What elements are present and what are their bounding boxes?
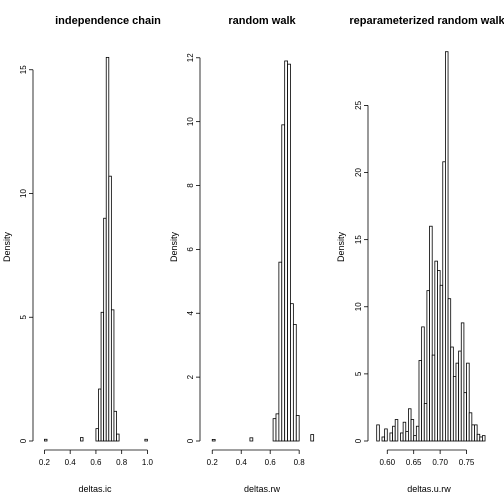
y-tick-label: 25	[354, 100, 363, 109]
histogram-bar	[445, 51, 449, 442]
x-tick-label: 1.0	[142, 458, 154, 467]
histogram-bar	[452, 376, 457, 442]
histogram-bar	[460, 322, 465, 442]
x-axis-label: deltas.u.rw	[407, 484, 451, 494]
histogram-bar	[284, 60, 288, 442]
histogram-bar	[415, 425, 420, 442]
histogram-bar	[466, 362, 470, 442]
histogram-bar	[434, 260, 438, 442]
y-tick-label: 2	[186, 374, 195, 379]
x-axis: 0.60 0.65 0.70 0.75	[379, 449, 475, 467]
y-tick-label: 12	[186, 53, 195, 62]
x-tick-label: 0.75	[459, 458, 475, 467]
y-tick-label: 8	[186, 183, 195, 188]
bars	[376, 51, 486, 442]
histogram-bar	[389, 432, 393, 442]
y-tick-label: 5	[354, 371, 363, 376]
x-axis-label: deltas.ic	[78, 484, 112, 494]
y-axis-label: Density	[336, 231, 346, 262]
histogram-bar	[463, 392, 467, 442]
histogram-bar	[144, 438, 148, 442]
x-tick-label: 0.4	[236, 458, 248, 467]
y-axis-label: Density	[169, 231, 179, 262]
histogram-bar	[384, 428, 388, 442]
y-tick-label: 4	[186, 310, 195, 315]
y-tick-label: 0	[19, 438, 28, 443]
y-tick-label: 5	[19, 314, 28, 319]
y-tick-label: 10	[19, 189, 28, 198]
histogram-bar	[426, 290, 430, 442]
x-axis-label: deltas.rw	[244, 484, 281, 494]
x-tick-label: 0.70	[432, 458, 448, 467]
histogram-bar	[394, 419, 399, 442]
histogram-bar	[482, 435, 486, 442]
y-axis: 0 5 10 15	[19, 65, 34, 443]
histogram-bar	[281, 124, 286, 442]
histogram-bar	[110, 309, 115, 442]
histogram-bar	[278, 261, 283, 442]
y-axis-label: Density	[2, 231, 12, 262]
bars	[44, 56, 148, 442]
x-tick-label: 0.2	[207, 458, 219, 467]
histogram-bar	[376, 424, 380, 442]
bars	[211, 60, 315, 442]
x-tick-label: 0.6	[90, 458, 102, 467]
histogram-bar	[113, 410, 117, 442]
panel-independence-chain: independence chain deltas.ic Density 0.2…	[2, 15, 161, 494]
y-tick-label: 15	[19, 65, 28, 74]
panel-title: reparameterized random walk	[349, 15, 504, 27]
histogram-bar	[108, 175, 112, 442]
x-tick-label: 0.8	[116, 458, 128, 467]
x-axis: 0.2 0.4 0.6 0.8	[207, 449, 306, 467]
histogram-bar	[287, 63, 291, 442]
histogram-bar	[295, 415, 300, 442]
histogram-bar	[474, 424, 478, 442]
histogram-bar	[310, 434, 315, 442]
histogram-bar	[410, 419, 415, 442]
x-tick-label: 0.65	[406, 458, 422, 467]
histogram-bar	[408, 408, 412, 442]
y-tick-label: 15	[354, 235, 363, 244]
y-axis: 0 5 10 15 20 25	[354, 100, 369, 443]
y-tick-label: 10	[354, 302, 363, 311]
histogram-bar	[275, 413, 280, 442]
histogram-bar	[290, 303, 294, 442]
x-tick-label: 0.6	[265, 458, 277, 467]
y-tick-label: 6	[186, 247, 195, 252]
histogram-bar	[429, 225, 433, 442]
histogram-bar	[272, 418, 277, 442]
y-tick-label: 0	[186, 438, 195, 443]
histogram-bar	[471, 424, 475, 442]
histogram-bar	[116, 433, 120, 442]
panel-title: random walk	[228, 15, 296, 27]
histogram-bar	[211, 438, 216, 442]
y-tick-label: 10	[186, 117, 195, 126]
x-axis: 0.2 0.4 0.6 0.8 1.0	[39, 449, 154, 467]
panel-reparameterized-random-walk: reparameterized random walk deltas.u.rw …	[336, 15, 504, 494]
panel-random-walk: random walk deltas.rw Density 0.2 0.4 0.6 0…	[169, 15, 315, 494]
y-tick-label: 0	[354, 438, 363, 443]
histogram-bar	[292, 324, 297, 442]
histogram-bar	[421, 326, 425, 442]
histogram-bar	[80, 437, 84, 442]
histogram-bar	[249, 437, 254, 442]
x-tick-label: 0.8	[294, 458, 306, 467]
y-axis: 0 2 4 6 8 10 12	[186, 53, 201, 443]
y-tick-label: 20	[354, 168, 363, 177]
x-tick-label: 0.2	[39, 458, 51, 467]
panel-title: independence chain	[55, 15, 161, 27]
histogram-bar	[44, 438, 48, 442]
x-tick-label: 0.4	[65, 458, 77, 467]
x-tick-label: 0.60	[379, 458, 395, 467]
